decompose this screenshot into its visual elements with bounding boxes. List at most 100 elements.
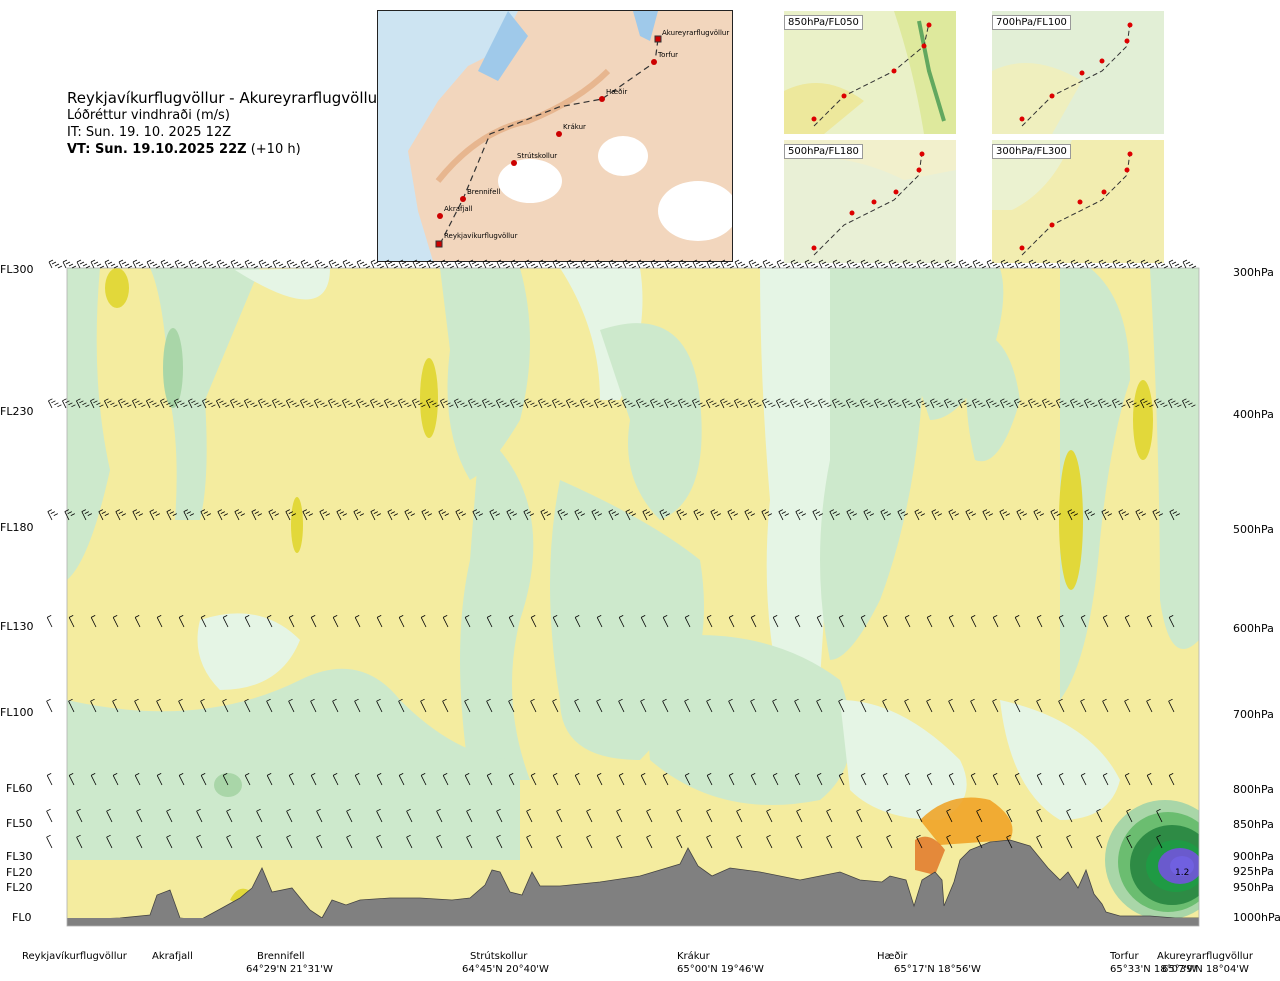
wind-barb <box>678 398 692 409</box>
wind-barb <box>1156 808 1163 823</box>
wind-barb <box>596 615 603 628</box>
wind-barb <box>882 698 889 713</box>
wind-barb <box>728 698 735 713</box>
wind-barb <box>608 398 622 409</box>
wind-barb <box>342 398 356 409</box>
wind-barb <box>794 773 801 786</box>
wind-barb <box>464 615 471 628</box>
map-label-brennifell: Brennifell <box>467 188 500 196</box>
wind-barb <box>1056 259 1071 269</box>
wind-barb <box>948 698 955 713</box>
wind-barb <box>650 398 664 409</box>
wind-barb <box>183 509 194 521</box>
wind-barb <box>300 259 315 269</box>
wind-barb <box>1098 259 1113 269</box>
wind-barb <box>965 509 976 521</box>
left-axis-label: FL100 <box>0 706 33 719</box>
map-label-krakur: Krákur <box>563 123 586 131</box>
wind-barb <box>693 509 704 521</box>
map-label-torfur: Torfur <box>657 51 678 59</box>
wind-barb <box>68 773 75 786</box>
field-region <box>1000 700 1120 820</box>
wind-barb <box>676 808 683 823</box>
chart-title: Reykjavíkurflugvöllur - Akureyrarflugvöl… <box>67 89 384 107</box>
wind-barb <box>676 509 687 521</box>
wind-barb <box>62 259 77 269</box>
wind-barb <box>538 398 552 409</box>
wind-barb <box>904 698 911 713</box>
init-time: IT: Sun. 19. 10. 2025 12Z <box>67 125 232 140</box>
wind-barb <box>188 259 203 269</box>
wind-barb <box>76 398 90 409</box>
wind-barb <box>1058 615 1065 628</box>
field-region <box>820 268 923 660</box>
wind-barb <box>882 615 889 628</box>
left-axis-label: FL20 <box>6 866 32 879</box>
right-axis-label: 1000hPa <box>1233 911 1280 924</box>
wind-barb <box>384 398 398 409</box>
wind-barb <box>992 773 999 786</box>
wind-barb <box>1058 698 1065 713</box>
wind-barb <box>931 509 942 521</box>
wind-barb <box>1168 698 1175 713</box>
wind-barb <box>496 834 503 849</box>
wind-barb <box>438 509 449 521</box>
wind-barb <box>376 615 383 628</box>
wind-barb <box>1014 773 1021 786</box>
wind-barb <box>1084 398 1098 409</box>
location-coord: 65°33'N 18°07'W <box>1110 964 1197 975</box>
wind-barb <box>944 259 959 269</box>
wind-barb <box>258 398 272 409</box>
wind-barb <box>256 834 263 849</box>
wind-barb <box>244 773 251 786</box>
wind-barb <box>902 259 917 269</box>
wind-barb <box>68 698 75 713</box>
wind-barb <box>778 509 789 521</box>
left-axis-label: FL180 <box>0 521 33 534</box>
wind-barb <box>540 509 551 521</box>
left-axis-label: FL0 <box>12 911 31 924</box>
wind-barb <box>832 398 846 409</box>
wind-barb <box>508 615 515 628</box>
wind-barb <box>510 259 525 269</box>
wind-barb <box>812 509 823 521</box>
right-axis-label: 800hPa <box>1233 783 1274 796</box>
wind-barb <box>880 509 891 521</box>
field-region <box>105 268 129 308</box>
wind-barb <box>68 615 75 628</box>
wind-barb <box>222 698 229 713</box>
wind-barb <box>794 615 801 628</box>
wind-barb <box>1066 834 1073 849</box>
wind-barb <box>454 398 468 409</box>
wind-barb <box>230 259 245 269</box>
wind-barb <box>46 808 53 823</box>
wind-barb <box>970 773 977 786</box>
wind-barb <box>916 834 923 849</box>
wind-barb <box>316 808 323 823</box>
wind-barb <box>1096 834 1103 849</box>
wind-barb <box>818 259 833 269</box>
map-label-akrafjall: Akrafjall <box>444 205 473 213</box>
location-coord: 64°29'N 21°31'W <box>246 964 333 975</box>
wind-barb <box>958 398 972 409</box>
wind-barb <box>332 615 339 628</box>
wind-barb <box>156 698 163 713</box>
right-axis-label: 300hPa <box>1233 266 1274 279</box>
wind-barb <box>904 773 911 786</box>
wind-barb <box>1156 834 1163 849</box>
wind-barb <box>132 259 147 269</box>
map-label-haedir: Hæðir <box>606 88 627 96</box>
wind-barb <box>734 398 748 409</box>
wind-barb <box>1118 509 1129 521</box>
wind-barb <box>90 698 97 713</box>
wind-barb <box>744 509 755 521</box>
wind-barb <box>1140 398 1154 409</box>
wind-barb <box>616 834 623 849</box>
wind-barb <box>944 398 958 409</box>
wind-barb <box>618 698 625 713</box>
chart-subtitle: Lóðréttur vindhraði (m/s) <box>67 108 230 123</box>
wind-barb <box>1126 398 1140 409</box>
wind-barb <box>886 834 893 849</box>
location-coord: 65°00'N 19°46'W <box>677 964 764 975</box>
wind-barb <box>420 615 427 628</box>
